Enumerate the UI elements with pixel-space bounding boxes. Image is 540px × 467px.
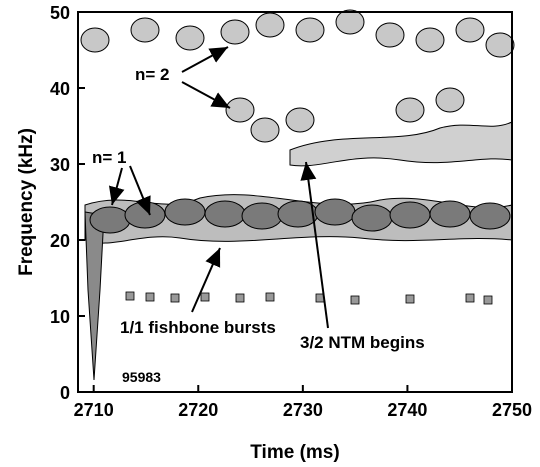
contour-speck	[235, 293, 245, 303]
contour-blob	[124, 201, 166, 229]
contour-core	[84, 211, 105, 381]
y-tick-label: 0	[60, 383, 70, 403]
y-tick-label: 20	[50, 231, 70, 251]
contour-band	[289, 121, 513, 167]
y-tick-label: 30	[50, 155, 70, 175]
contour-speck	[465, 293, 475, 303]
contour-field	[80, 9, 515, 381]
contour-blob	[335, 9, 365, 35]
contour-blob	[89, 206, 131, 234]
contour-blob	[250, 117, 280, 143]
contour-blob	[241, 202, 283, 230]
contour-blob	[175, 25, 205, 51]
arrow	[129, 165, 151, 216]
contour-speck	[145, 292, 155, 302]
contour-blob	[204, 200, 246, 228]
x-axis-label: Time (ms)	[250, 442, 339, 463]
contour-speck	[405, 294, 415, 304]
arrows	[108, 46, 329, 329]
arrow	[300, 161, 329, 329]
contour-speck	[125, 291, 135, 301]
contour-blob	[415, 27, 445, 53]
contour-blob	[164, 198, 206, 226]
contour-blob	[80, 27, 110, 53]
contour-blob	[429, 200, 471, 228]
x-tick-label: 2710	[74, 400, 114, 420]
contour-blob	[314, 198, 356, 226]
contour-blob	[295, 17, 325, 43]
contour-blob	[225, 97, 255, 123]
x-tick-label: 2750	[492, 400, 532, 420]
contour-speck	[483, 295, 493, 305]
contour-blob	[389, 201, 431, 229]
y-tick-label: 10	[50, 307, 70, 327]
annotation: n= 2	[135, 65, 170, 84]
arrow	[181, 81, 231, 109]
contour-blob	[469, 202, 511, 230]
y-tick-label: 50	[50, 3, 70, 23]
contour-speck	[350, 295, 360, 305]
annotation: n= 1	[92, 148, 127, 167]
contour-blob	[485, 32, 515, 58]
annotation: 95983	[122, 369, 161, 385]
y-axis-label: Frequency (kHz)	[16, 128, 37, 276]
arrow	[108, 167, 125, 206]
contour-speck	[200, 292, 210, 302]
x-tick-label: 2740	[387, 400, 427, 420]
contour-blob	[435, 87, 465, 113]
contour-blob	[255, 12, 285, 38]
annotation: 3/2 NTM begins	[300, 333, 425, 352]
x-tick-label: 2720	[178, 400, 218, 420]
contour-blob	[130, 17, 160, 43]
arrow	[191, 247, 221, 313]
contour-speck	[170, 293, 180, 303]
y-tick-label: 40	[50, 79, 70, 99]
contour-blob	[220, 19, 250, 45]
arrow	[181, 46, 229, 73]
contour-blob	[285, 107, 315, 133]
contour-blob	[375, 22, 405, 48]
plot-frame	[77, 11, 513, 393]
contour-blob	[455, 17, 485, 43]
x-tick-label: 2730	[283, 400, 323, 420]
annotation: 1/1 fishbone bursts	[120, 318, 276, 337]
contour-speck	[265, 292, 275, 302]
contour-blob	[351, 204, 393, 232]
contour-blob	[395, 97, 425, 123]
